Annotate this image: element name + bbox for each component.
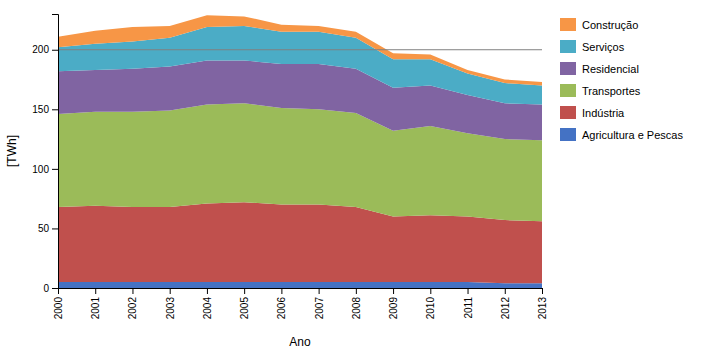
x-tick-label: 2003 <box>165 297 176 320</box>
legend-item: Residencial <box>560 62 639 75</box>
legend-swatch <box>560 106 576 119</box>
x-axis: 2000 2001 2002 2003 2004 2005 2006 2007 2008 2009… <box>53 288 548 319</box>
legend-item: Serviços <box>560 40 625 53</box>
x-tick-mark <box>468 288 469 294</box>
reference-line <box>58 49 542 50</box>
y-tick-label: 0 <box>43 283 49 294</box>
y-tick: 200 <box>32 44 58 55</box>
x-tick-mark <box>281 288 282 294</box>
y-tick-label: 50 <box>38 223 50 234</box>
y-tick-mark <box>52 288 58 289</box>
legend-label: Construção <box>582 19 638 31</box>
y-tick-label: 150 <box>32 104 49 115</box>
x-tick-label: 2009 <box>388 297 399 320</box>
legend-item: Transportes <box>560 84 641 97</box>
x-tick-mark <box>319 288 320 294</box>
x-tick-label: 2008 <box>351 297 362 320</box>
y-tick: 150 <box>32 104 58 115</box>
legend-swatch <box>560 18 576 31</box>
legend-label: Agricultura e Pescas <box>582 129 683 141</box>
x-tick-label: 2002 <box>127 297 138 320</box>
legend-swatch <box>560 84 576 97</box>
legend-item: Construção <box>560 18 638 31</box>
x-tick-mark <box>505 288 506 294</box>
x-tick-label: 2004 <box>202 297 213 320</box>
x-tick: 2010 <box>425 288 436 319</box>
x-tick: 2002 <box>127 288 138 319</box>
legend-item: Agricultura e Pescas <box>560 128 683 141</box>
x-tick-mark <box>244 288 245 294</box>
x-tick: 2009 <box>388 288 399 319</box>
x-tick-mark <box>430 288 431 294</box>
y-tick-mark <box>52 169 58 170</box>
x-tick-label: 2006 <box>276 297 287 320</box>
legend-label: Transportes <box>582 85 641 97</box>
legend-label: Residencial <box>582 63 639 75</box>
y-axis-line <box>52 15 59 289</box>
legend-swatch <box>560 40 576 53</box>
x-tick-mark <box>95 288 96 294</box>
y-tick-mark <box>52 50 58 51</box>
x-tick-mark <box>207 288 208 294</box>
x-tick-mark <box>542 288 543 294</box>
x-axis-line <box>59 289 543 295</box>
legend-swatch <box>560 128 576 141</box>
plot: 2000200120022003200420052006200720082009… <box>32 15 548 320</box>
y-tick-label: 200 <box>32 44 49 55</box>
y-tick: 100 <box>32 164 58 175</box>
legend-item: Indústria <box>560 106 625 119</box>
chart: 2000200120022003200420052006200720082009… <box>0 0 717 352</box>
x-tick: 2005 <box>239 288 250 319</box>
x-tick: 2000 <box>53 288 64 319</box>
x-tick: 2004 <box>202 288 213 319</box>
x-tick: 2013 <box>537 288 548 319</box>
x-tick: 2008 <box>351 288 362 319</box>
x-tick: 2011 <box>463 288 474 319</box>
y-tick-mark <box>52 109 58 110</box>
x-tick-label: 2010 <box>425 297 436 320</box>
x-tick-label: 2005 <box>239 297 250 320</box>
x-tick-mark <box>170 288 171 294</box>
area <box>58 15 542 85</box>
y-tick-label: 100 <box>32 164 49 175</box>
x-tick: 2006 <box>276 288 287 319</box>
x-tick-mark <box>356 288 357 294</box>
areas <box>58 15 542 288</box>
x-tick: 2003 <box>165 288 176 319</box>
x-tick-label: 2011 <box>463 297 474 319</box>
x-axis-title: Ano <box>289 335 311 349</box>
y-tick: 50 <box>38 223 58 234</box>
legend-label: Indústria <box>582 107 625 119</box>
area <box>58 282 542 288</box>
x-tick: 2007 <box>314 288 325 319</box>
x-tick-label: 2001 <box>90 297 101 320</box>
x-tick-mark <box>132 288 133 294</box>
x-tick: 2012 <box>500 288 511 319</box>
legend-swatch <box>560 62 576 75</box>
y-axis: 0 50 100 150 200 <box>32 15 58 294</box>
x-tick-mark <box>393 288 394 294</box>
x-tick: 2001 <box>90 288 101 319</box>
y-axis-title: [TWh] <box>5 135 19 167</box>
y-tick-mark <box>52 228 58 229</box>
x-tick-label: 2007 <box>314 297 325 320</box>
x-tick-label: 2000 <box>53 297 64 320</box>
x-tick-label: 2013 <box>537 297 548 320</box>
y-tick: 0 <box>43 283 58 294</box>
legend-label: Serviços <box>582 41 625 53</box>
x-tick-label: 2012 <box>500 297 511 320</box>
legend: Construção Serviços Residencial Transportes… <box>560 18 683 141</box>
